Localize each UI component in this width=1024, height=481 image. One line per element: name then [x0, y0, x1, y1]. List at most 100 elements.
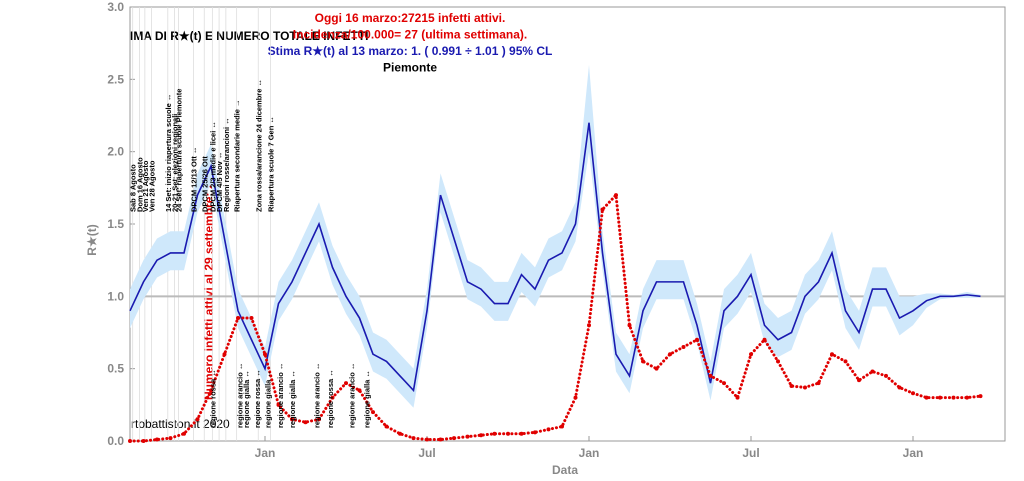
- y-tick-label: 0.5: [107, 362, 124, 376]
- annotation: regione gialla ↔: [264, 370, 273, 428]
- point: [749, 352, 753, 357]
- point: [222, 352, 227, 357]
- point: [506, 431, 510, 436]
- annotation: regione rossa ↔: [326, 369, 335, 428]
- point: [195, 417, 200, 422]
- point: [789, 384, 794, 389]
- point: [249, 316, 254, 321]
- point: [884, 373, 888, 378]
- annotation: Zona rossa/arancione 24 dicembre ↔: [254, 79, 263, 212]
- annotation: Regioni rosse/arancioni ↔: [222, 117, 231, 212]
- point: [695, 337, 699, 342]
- annotation: Sab 8 Agosto: [129, 164, 138, 212]
- point: [816, 381, 821, 386]
- annotation: DPCM 25/26 Ott: [200, 156, 209, 212]
- annotation: regione rossa ↔: [253, 369, 262, 428]
- annotation: Ven 28 Agosto: [148, 160, 157, 212]
- point: [236, 316, 240, 321]
- point: [776, 359, 780, 364]
- point: [965, 395, 969, 400]
- dotted-line: [128, 191, 982, 443]
- annotation: regione gialla ↔: [288, 370, 297, 428]
- x-tick-label: Jan: [903, 446, 924, 460]
- point: [614, 193, 618, 198]
- point: [897, 385, 902, 390]
- point: [870, 369, 875, 374]
- x-tick-label: Jan: [579, 446, 600, 460]
- point: [465, 434, 470, 439]
- point: [411, 436, 416, 441]
- point: [843, 359, 848, 364]
- point: [452, 436, 456, 441]
- y-tick-label: 1.0: [107, 289, 124, 303]
- subtitle: Incidenza/100.000= 27 (ultima settimana)…: [293, 28, 527, 42]
- point: [303, 420, 308, 425]
- point: [681, 344, 686, 349]
- point: [425, 437, 429, 442]
- annotation: 20-21 Set: elezioni regionali: [171, 114, 180, 212]
- point: [627, 323, 632, 328]
- point: [654, 366, 659, 371]
- point: [168, 436, 173, 441]
- point: [735, 395, 740, 400]
- annotation: 14 Set: inizio riapertura scuole ↔: [164, 94, 173, 212]
- y-tick-label: 0.0: [107, 434, 124, 448]
- y-tick-label: 2.0: [107, 145, 124, 159]
- point: [546, 427, 551, 432]
- point: [384, 424, 389, 429]
- point: [330, 395, 335, 400]
- point: [317, 417, 321, 422]
- x-axis-label: Data: [552, 463, 578, 477]
- point: [182, 431, 186, 436]
- annotation: regione rossa ↔: [208, 369, 217, 428]
- x-tick-label: Jul: [742, 446, 759, 460]
- annotation: 24 Set: riapertura scuole Piemonte: [175, 89, 184, 212]
- annotation: Riapertura secondarie medie →: [233, 99, 242, 212]
- point: [357, 388, 362, 393]
- annotation: Ven 21 Agosto: [141, 160, 150, 212]
- point: [371, 410, 375, 415]
- y-tick-label: 3.0: [107, 0, 124, 14]
- annotation: regione gialla ↔: [362, 370, 371, 428]
- x-tick-label: Jan: [255, 446, 276, 460]
- point: [533, 430, 537, 435]
- point: [519, 431, 524, 436]
- point: [263, 352, 267, 357]
- point: [708, 373, 713, 378]
- point: [762, 337, 767, 342]
- subtitle: Oggi 16 marzo:27215 infetti attivi.: [315, 11, 506, 25]
- credit: rtobattiston.it 2020: [131, 417, 230, 431]
- point: [924, 395, 929, 400]
- point: [209, 388, 213, 393]
- point: [978, 394, 983, 399]
- point: [587, 323, 591, 328]
- confidence-band: [130, 64, 981, 408]
- subtitle: Piemonte: [383, 61, 437, 75]
- annotation: Dom 16 Agosto: [135, 157, 144, 212]
- x-tick-label: Jul: [418, 446, 435, 460]
- point: [722, 381, 726, 386]
- point: [573, 395, 578, 400]
- point: [398, 431, 402, 436]
- point: [803, 385, 807, 390]
- point: [830, 352, 834, 357]
- point: [479, 433, 483, 438]
- annotation: regione arancio ↔: [312, 363, 321, 428]
- point: [911, 391, 915, 396]
- annotation: DPCM 4/5 Nov ↔: [215, 152, 224, 212]
- annotation: regione arancio ↔: [235, 363, 244, 428]
- annotation: regione gialla ↔: [242, 370, 251, 428]
- annotation: regione arancio ↔: [347, 363, 356, 428]
- annotation: DPCM 2/3 medie e licei ↔: [208, 121, 217, 212]
- chart-title: IMA DI R★(t) E NUMERO TOTALE INFETTI: [130, 29, 369, 43]
- point: [560, 424, 564, 429]
- y-axis-label: R★(t): [85, 224, 99, 255]
- point: [128, 439, 132, 443]
- y-tick-label: 1.5: [107, 217, 124, 231]
- point: [951, 395, 956, 400]
- subtitle: Stima R★(t) al 13 marzo: 1. ( 0.991 ÷ 1.…: [268, 44, 553, 58]
- point: [938, 395, 942, 400]
- point: [276, 402, 281, 407]
- point: [290, 417, 294, 422]
- point: [141, 439, 146, 443]
